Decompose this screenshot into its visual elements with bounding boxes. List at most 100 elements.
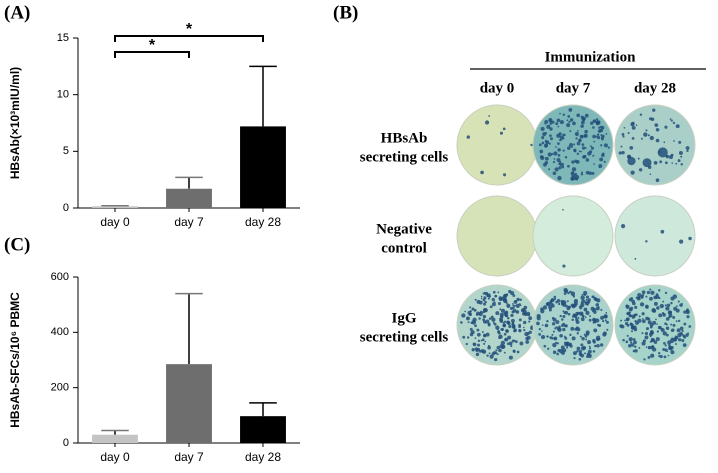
spot xyxy=(647,345,652,350)
spot xyxy=(557,175,562,181)
spot xyxy=(483,291,486,294)
spot xyxy=(472,308,475,310)
spot xyxy=(625,317,630,322)
x-tick-label: day 28 xyxy=(245,215,281,229)
spot xyxy=(478,312,483,317)
spot xyxy=(543,162,547,167)
spot xyxy=(593,163,595,165)
spot xyxy=(580,124,584,128)
spot xyxy=(585,158,590,162)
spot xyxy=(562,149,565,152)
spot xyxy=(647,134,650,137)
spot xyxy=(559,112,561,115)
spot xyxy=(596,135,601,140)
spot xyxy=(494,358,498,362)
spot xyxy=(488,317,492,320)
spot xyxy=(478,349,482,353)
spot xyxy=(682,343,687,347)
spot xyxy=(503,332,507,336)
spot xyxy=(494,294,498,298)
error-bar xyxy=(101,204,129,207)
spot xyxy=(606,320,609,324)
spot xyxy=(487,323,491,327)
spot xyxy=(568,108,573,112)
spot xyxy=(564,310,569,315)
spot xyxy=(677,300,680,303)
spot xyxy=(562,327,566,332)
spot xyxy=(542,305,548,310)
spot xyxy=(651,308,656,313)
spot xyxy=(468,312,472,317)
spot xyxy=(480,295,483,298)
spot xyxy=(683,335,687,339)
spot xyxy=(620,319,623,322)
spot xyxy=(632,317,634,319)
bar xyxy=(240,126,286,208)
spot xyxy=(552,330,555,333)
spot xyxy=(515,310,520,314)
spot xyxy=(475,352,480,357)
spot xyxy=(510,313,514,318)
spot xyxy=(556,326,561,331)
spot xyxy=(642,293,645,296)
well xyxy=(614,104,696,186)
well-plate xyxy=(532,195,614,277)
spot xyxy=(512,294,516,298)
spot xyxy=(580,135,584,138)
spot xyxy=(489,305,493,309)
spot xyxy=(548,306,551,309)
spot xyxy=(650,353,655,358)
spot xyxy=(678,338,682,342)
y-tick-label: 15 xyxy=(57,32,69,44)
spot xyxy=(630,322,632,325)
spot xyxy=(567,164,570,168)
spot xyxy=(483,302,487,306)
y-tick-label: 10 xyxy=(57,89,69,101)
spot xyxy=(538,143,542,147)
spot xyxy=(603,160,606,163)
spot xyxy=(523,305,528,310)
spot xyxy=(595,306,600,311)
spot xyxy=(523,328,526,332)
spot xyxy=(495,325,500,330)
spot xyxy=(634,349,638,353)
spot xyxy=(556,342,559,345)
spot xyxy=(641,332,644,335)
spot xyxy=(502,173,507,177)
spot xyxy=(597,337,601,341)
spot xyxy=(541,324,544,326)
spot xyxy=(512,349,516,353)
error-bar xyxy=(175,292,203,365)
spot xyxy=(650,290,655,295)
spot xyxy=(577,316,580,319)
spot xyxy=(567,114,571,118)
spot xyxy=(580,120,585,125)
spot xyxy=(663,141,666,144)
spot xyxy=(544,323,549,328)
spot xyxy=(471,348,475,352)
spot xyxy=(484,300,487,304)
spot xyxy=(499,319,504,323)
spot xyxy=(502,321,505,324)
spot xyxy=(583,154,587,159)
spot xyxy=(585,301,588,304)
spot xyxy=(653,295,658,300)
spot xyxy=(539,155,544,159)
spot xyxy=(647,355,651,359)
spot xyxy=(559,314,562,318)
spot xyxy=(536,321,540,326)
well xyxy=(456,104,538,186)
spot xyxy=(578,357,582,361)
x-tick-label: day 0 xyxy=(100,215,130,229)
spot xyxy=(688,236,692,241)
spot xyxy=(579,353,582,356)
spot xyxy=(622,338,625,342)
spot xyxy=(546,124,551,129)
spot xyxy=(554,167,559,172)
spot xyxy=(595,118,599,121)
spot xyxy=(602,319,605,323)
spot xyxy=(641,318,644,320)
spot xyxy=(655,318,657,321)
spot xyxy=(585,338,588,341)
spot xyxy=(562,310,565,313)
